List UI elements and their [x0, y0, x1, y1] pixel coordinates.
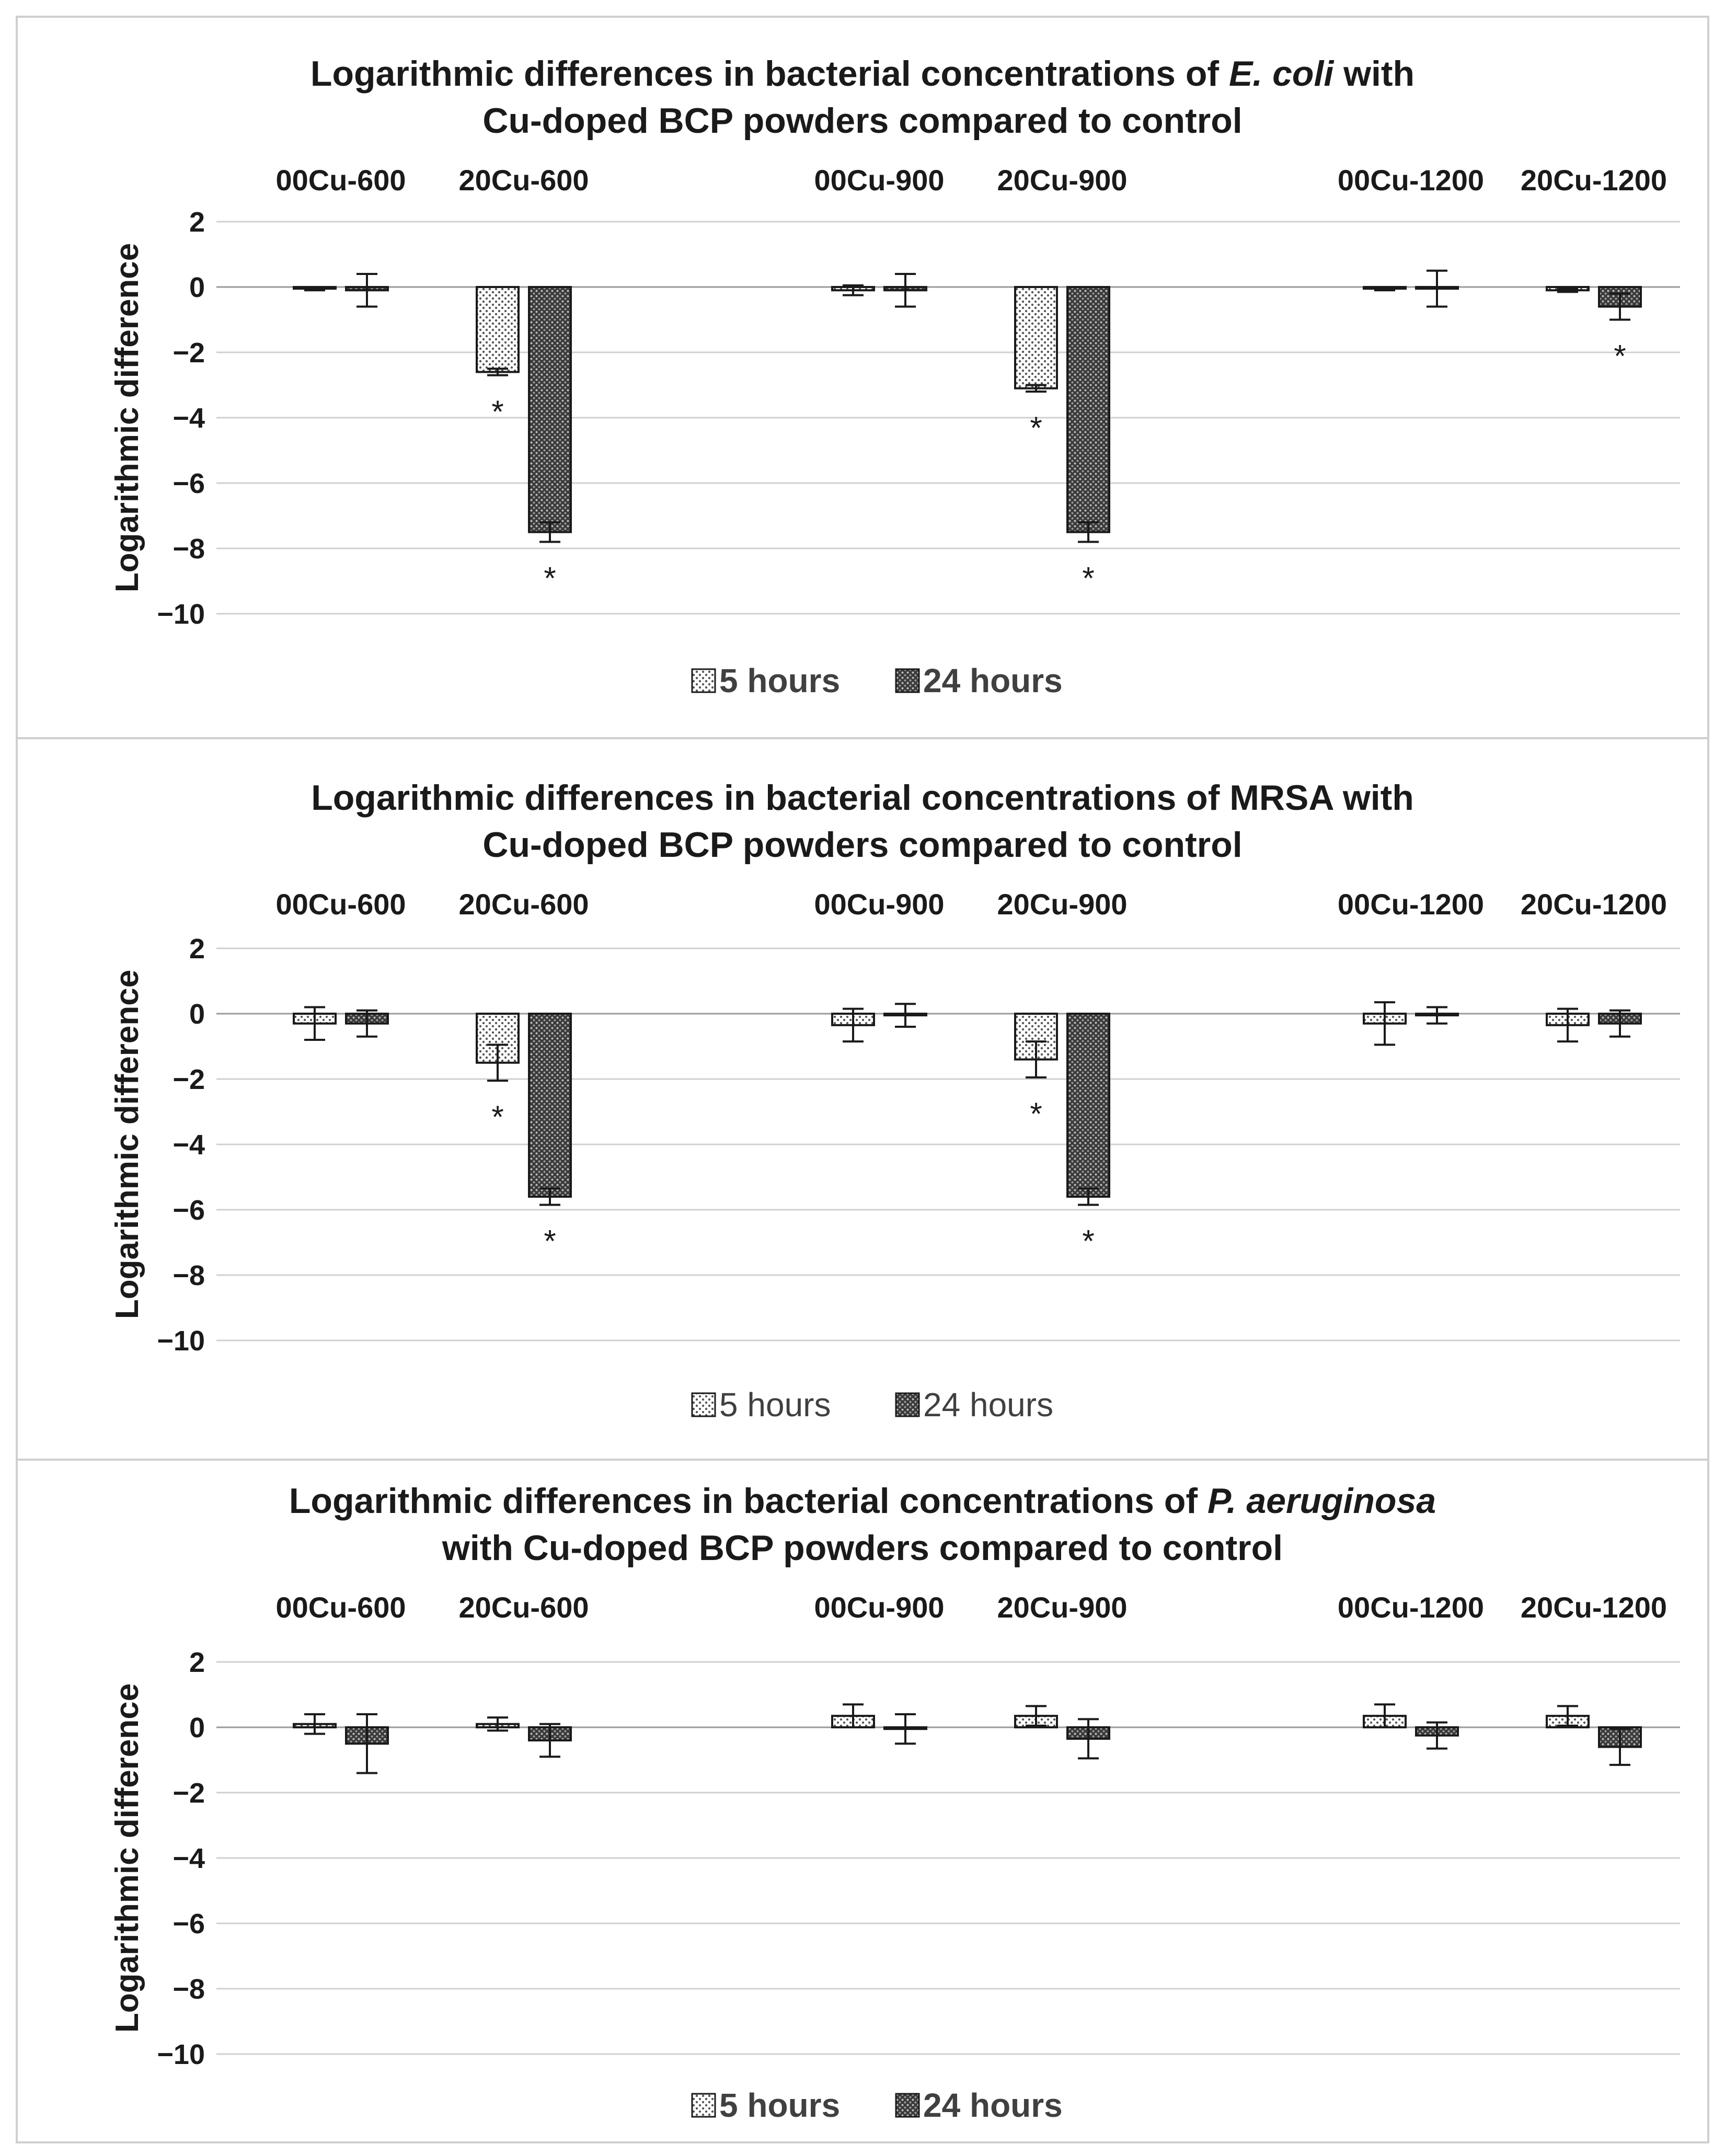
y-tick-label: −6 [172, 1195, 205, 1226]
legend-label-24h: 24 hours [923, 662, 1063, 699]
bar-24h [528, 286, 572, 533]
chart-title-text: Logarithmic differences in bacterial con… [289, 1481, 1208, 1521]
chart-title-text: Logarithmic differences in bacterial con… [311, 778, 1414, 818]
category-label: 20Cu-900 [997, 1591, 1127, 1624]
y-tick-label: −10 [157, 2039, 205, 2070]
category-label: 20Cu-900 [997, 888, 1127, 921]
significance-marker: * [491, 1099, 503, 1134]
chart-title-line1: Logarithmic differences in bacterial con… [311, 778, 1414, 818]
category-label: 20Cu-1200 [1521, 888, 1667, 921]
legend-swatch-24h [895, 668, 920, 693]
chart-title-species: P. aeruginosa [1208, 1481, 1436, 1521]
category-label: 00Cu-900 [814, 164, 944, 197]
y-tick-label: −4 [172, 1129, 205, 1161]
chart-title-text: Logarithmic differences in bacterial con… [310, 54, 1229, 94]
category-label: 00Cu-900 [814, 888, 944, 921]
chart-paeruginosa: Logarithmic differences in bacterial con… [109, 1481, 1680, 2124]
y-tick-label: 2 [189, 207, 205, 238]
chart-title-text-end: with [1333, 54, 1414, 94]
legend-label-24h: 24 hours [923, 1386, 1053, 1424]
category-label: 20Cu-1200 [1521, 164, 1667, 197]
y-tick-label: −2 [172, 337, 205, 369]
legend-swatch-5h [691, 2093, 716, 2118]
category-label: 00Cu-600 [275, 164, 406, 197]
legend-label-24h: 24 hours [923, 2086, 1063, 2124]
chart-panel-mrsa: Logarithmic differences in bacterial con… [16, 737, 1709, 1464]
y-tick-label: −4 [172, 1843, 205, 1874]
legend-swatch-24h [895, 2093, 920, 2118]
y-tick-label: −8 [172, 1260, 205, 1291]
bar-5h [476, 286, 520, 373]
significance-marker: * [491, 394, 503, 429]
y-tick-label: 2 [189, 933, 205, 965]
y-axis-title: Logarithmic difference [109, 970, 145, 1319]
legend-swatch-24h [895, 1392, 920, 1417]
chart-title-line1: Logarithmic differences in bacterial con… [289, 1481, 1436, 1521]
significance-marker: * [1614, 339, 1626, 374]
chart-title-line1: Logarithmic differences in bacterial con… [310, 54, 1414, 94]
y-tick-label: −10 [157, 1325, 205, 1357]
category-label: 20Cu-1200 [1521, 1591, 1667, 1624]
category-label: 00Cu-900 [814, 1591, 944, 1624]
y-tick-label: −8 [172, 533, 205, 565]
category-label: 20Cu-600 [458, 888, 589, 921]
y-tick-label: −8 [172, 1974, 205, 2005]
y-tick-label: −6 [172, 1908, 205, 1940]
legend-label-5h: 5 hours [719, 662, 840, 699]
y-tick-label: 0 [189, 1712, 205, 1744]
legend-swatch-5h [691, 1392, 716, 1417]
legend-label-5h: 5 hours [719, 2086, 840, 2124]
y-tick-label: −10 [157, 599, 205, 630]
significance-marker: * [1082, 561, 1094, 596]
y-tick-label: −2 [172, 1064, 205, 1095]
category-label: 00Cu-600 [275, 888, 406, 921]
bar-24h [528, 1013, 572, 1198]
chart-panel-paeruginosa: Logarithmic differences in bacterial con… [16, 1459, 1709, 2143]
y-axis-title: Logarithmic difference [109, 1683, 145, 2033]
significance-marker: * [544, 1224, 556, 1259]
chart-panel-ecoli: Logarithmic differences in bacterial con… [16, 16, 1709, 742]
chart-ecoli: Logarithmic differences in bacterial con… [109, 54, 1680, 699]
chart-mrsa: Logarithmic differences in bacterial con… [109, 778, 1680, 1424]
category-label: 20Cu-600 [458, 164, 589, 197]
chart-title-line2: Cu-doped BCP powders compared to control [482, 825, 1242, 865]
category-label: 20Cu-600 [458, 1591, 589, 1624]
category-label: 20Cu-900 [997, 164, 1127, 197]
chart-title-line2: with Cu-doped BCP powders compared to co… [442, 1528, 1283, 1568]
y-tick-label: 0 [189, 999, 205, 1030]
category-label: 00Cu-1200 [1338, 1591, 1484, 1624]
bar-24h [1066, 286, 1110, 533]
category-label: 00Cu-1200 [1338, 888, 1484, 921]
legend-swatch-5h [691, 668, 716, 693]
y-tick-label: −6 [172, 468, 205, 499]
chart-title-line2: Cu-doped BCP powders compared to control [482, 101, 1242, 141]
y-tick-label: −2 [172, 1777, 205, 1809]
category-label: 00Cu-1200 [1338, 164, 1484, 197]
y-tick-label: 0 [189, 272, 205, 303]
y-tick-label: 2 [189, 1647, 205, 1678]
chart-title-species: E. coli [1229, 54, 1335, 94]
category-label: 00Cu-600 [275, 1591, 406, 1624]
bar-5h [1014, 286, 1058, 389]
bar-24h [1066, 1013, 1110, 1198]
significance-marker: * [1082, 1224, 1094, 1259]
significance-marker: * [544, 561, 556, 596]
y-tick-label: −4 [172, 403, 205, 434]
significance-marker: * [1030, 410, 1042, 445]
y-axis-title: Logarithmic difference [109, 243, 145, 592]
significance-marker: * [1030, 1096, 1042, 1131]
legend-label-5h: 5 hours [719, 1386, 831, 1424]
